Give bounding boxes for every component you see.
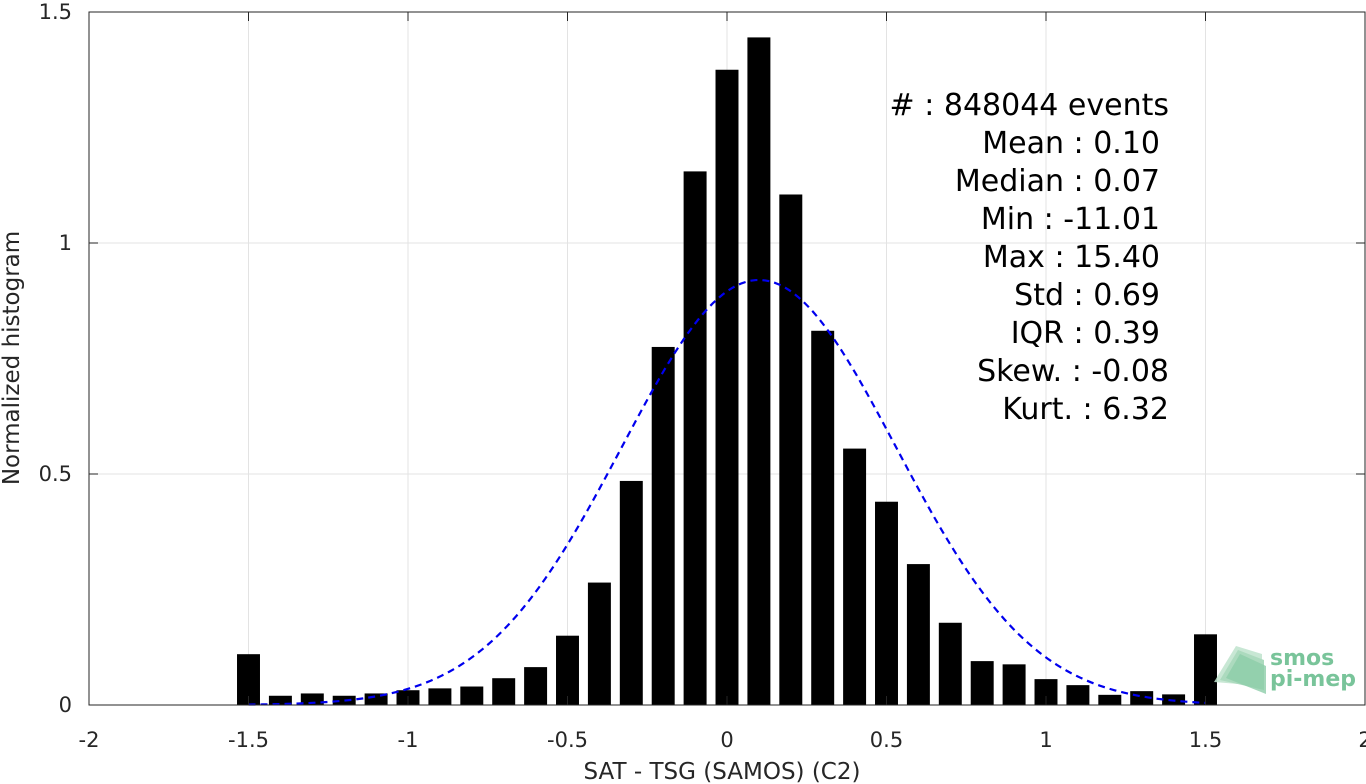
- y-tick-label: 1: [59, 231, 72, 255]
- histogram-bar: [460, 686, 484, 705]
- y-tick-label: 0: [59, 693, 72, 717]
- histogram-bar: [1098, 694, 1122, 705]
- axes-box: [88, 11, 1366, 706]
- stat-events: # : 848044 events: [890, 88, 1169, 123]
- stat-std: Std : 0.69: [1014, 278, 1160, 313]
- x-tick-label: 1: [1039, 728, 1052, 752]
- axes-frame: [88, 11, 1366, 706]
- histogram-bar: [715, 69, 739, 705]
- histogram-bar: [619, 480, 643, 705]
- stat-median: Median : 0.07: [955, 164, 1160, 199]
- histogram-bar: [906, 564, 930, 705]
- histogram-bar: [332, 695, 356, 705]
- x-tick-label: -0.5: [547, 728, 588, 752]
- histogram-bar: [364, 693, 388, 705]
- histogram-bar: [237, 654, 260, 705]
- histogram-bars: [237, 37, 1217, 706]
- smos-pimep-logo: smos pi-mep: [1214, 646, 1356, 694]
- histogram-bar: [1194, 634, 1217, 705]
- x-tick-label: 2: [1358, 728, 1366, 752]
- histogram-bar: [747, 37, 771, 706]
- histogram-bar: [970, 661, 994, 705]
- x-tick-label: -1: [398, 728, 419, 752]
- histogram-bar: [811, 330, 835, 705]
- logo-line2: pi-mep: [1270, 667, 1356, 692]
- x-tick-label: 0: [720, 728, 733, 752]
- histogram-bar: [268, 695, 292, 705]
- histogram-bar: [779, 194, 803, 706]
- histogram-bar: [938, 622, 962, 705]
- histogram-bar: [428, 688, 452, 705]
- stat-max: Max : 15.40: [983, 240, 1160, 275]
- histogram-bar: [875, 501, 898, 705]
- histogram-bar: [683, 171, 707, 705]
- histogram-bar: [524, 667, 548, 705]
- stat-skew: Skew. : -0.08: [977, 354, 1169, 389]
- histogram-bar: [587, 582, 611, 705]
- y-tick-labels: 0 0.5 1 1.5: [39, 0, 72, 717]
- y-axis-label: Normalized histogram: [0, 231, 25, 485]
- normal-fit-curve: [248, 278, 1206, 706]
- y-tick-label: 0.5: [39, 462, 72, 486]
- x-tick-label: -1.5: [228, 728, 269, 752]
- histogram-bar: [1066, 685, 1090, 705]
- stats-box: # : 848044 events Mean : 0.10 Median : 0…: [890, 88, 1169, 427]
- histogram-bar: [492, 678, 516, 705]
- y-tick-label: 1.5: [39, 0, 72, 24]
- histogram-bar: [556, 635, 579, 705]
- x-tick-label: -2: [79, 728, 100, 752]
- stat-kurt: Kurt. : 6.32: [1002, 392, 1169, 427]
- stat-mean: Mean : 0.10: [982, 126, 1160, 161]
- x-tick-label: 0.5: [870, 728, 903, 752]
- logo-waves-icon: [1214, 646, 1266, 694]
- histogram-bar: [651, 346, 675, 705]
- histogram-bar: [300, 693, 324, 705]
- histogram-bar: [1034, 679, 1058, 705]
- x-tick-label: 1.5: [1189, 728, 1222, 752]
- x-tick-labels: -2 -1.5 -1 -0.5 0 0.5 1 1.5 2: [79, 728, 1366, 752]
- logo-line1: smos: [1270, 646, 1334, 671]
- histogram-bar: [843, 448, 867, 705]
- x-axis-label: SAT - TSG (SAMOS) (C2): [584, 759, 861, 784]
- stat-iqr: IQR : 0.39: [1011, 316, 1160, 351]
- histogram-bar: [1002, 664, 1026, 705]
- stat-min: Min : -11.01: [981, 202, 1160, 237]
